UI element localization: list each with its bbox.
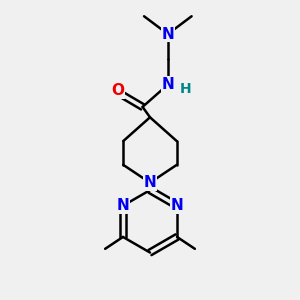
Text: N: N <box>161 77 174 92</box>
Text: N: N <box>171 198 183 213</box>
Text: O: O <box>111 83 124 98</box>
Text: N: N <box>161 27 174 42</box>
Text: N: N <box>144 175 156 190</box>
Text: N: N <box>117 198 129 213</box>
Text: H: H <box>180 82 191 96</box>
